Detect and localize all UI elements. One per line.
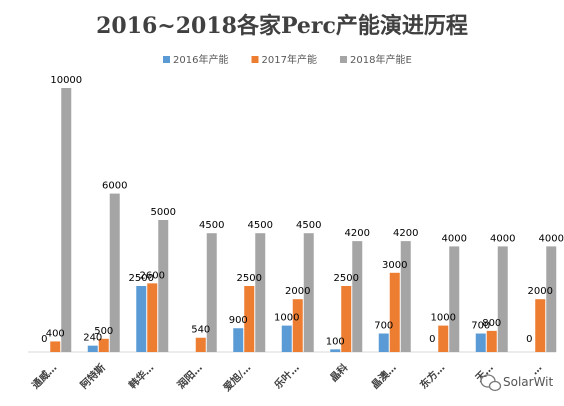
bar-1-0 xyxy=(50,341,61,352)
data-label-2-10: 4000 xyxy=(539,233,564,244)
legend-swatch-1 xyxy=(251,56,259,63)
data-label-1-9: 800 xyxy=(482,318,501,329)
data-label-2-8: 4000 xyxy=(442,233,467,244)
legend-swatch-0 xyxy=(163,56,170,63)
data-label-2-2: 5000 xyxy=(151,207,176,218)
data-label-1-10: 2000 xyxy=(528,286,553,297)
data-label-2-9: 4000 xyxy=(490,233,515,244)
wechat-icon xyxy=(480,374,502,392)
bar-0-2 xyxy=(136,286,147,352)
legend-label-2: 2018年产能E xyxy=(350,53,412,66)
legend-swatch-2 xyxy=(340,56,347,63)
data-label-2-4: 4500 xyxy=(248,220,273,231)
data-label-2-5: 4500 xyxy=(296,220,321,231)
data-label-0-5: 1000 xyxy=(274,313,299,324)
bar-0-5 xyxy=(281,325,292,352)
bar-2-4 xyxy=(255,233,266,352)
watermark-text: SolarWit xyxy=(503,375,554,389)
data-label-2-3: 4500 xyxy=(199,220,224,231)
category-label-2: 韩华… xyxy=(126,361,156,391)
category-labels: 通威… 阿特斯 韩华… 润阳… 爱旭/… 乐叶… 晶科 晶澳… 东方… 天…… xyxy=(29,361,544,394)
category-label-4: 爱旭/… xyxy=(220,361,253,394)
bar-0-7 xyxy=(378,333,389,352)
bar-1-8 xyxy=(438,325,449,352)
data-label-2-0: 10000 xyxy=(50,75,82,86)
data-label-0-9: 700 xyxy=(471,321,490,332)
category-label-9: 天… xyxy=(473,362,496,385)
bar-1-5 xyxy=(292,299,303,352)
bar-2-3 xyxy=(206,233,217,352)
bar-1-3 xyxy=(195,337,206,352)
data-label-1-4: 2500 xyxy=(237,273,262,284)
bar-0-1 xyxy=(87,345,98,352)
data-label-1-2: 2600 xyxy=(140,270,165,281)
bar-2-7 xyxy=(400,241,411,352)
bar-0-9 xyxy=(475,333,486,352)
category-label-8: 东方… xyxy=(417,361,447,391)
data-label-0-10: 0 xyxy=(526,334,532,345)
category-label-3: 润阳… xyxy=(174,361,204,391)
category-label-7: 晶澳… xyxy=(368,361,398,391)
bar-2-2 xyxy=(158,220,169,352)
data-label-2-6: 4200 xyxy=(345,228,370,239)
bar-1-6 xyxy=(341,286,352,352)
data-label-1-6: 2500 xyxy=(334,273,359,284)
data-label-1-0: 400 xyxy=(46,328,65,339)
bar-2-6 xyxy=(352,241,363,352)
bar-1-2 xyxy=(147,283,158,352)
bars xyxy=(50,88,557,352)
bar-2-9 xyxy=(497,246,508,352)
data-label-1-8: 1000 xyxy=(431,313,456,324)
data-label-2-1: 6000 xyxy=(102,181,127,192)
data-label-0-8: 0 xyxy=(429,334,435,345)
bar-2-10 xyxy=(546,246,557,352)
data-label-0-4: 900 xyxy=(229,315,248,326)
data-label-0-0: 0 xyxy=(41,334,47,345)
data-label-0-2: 2500 xyxy=(129,273,154,284)
category-label-6: 晶科 xyxy=(327,361,350,384)
bar-1-9 xyxy=(486,330,497,352)
bar-0-6 xyxy=(330,349,341,352)
data-label-0-1: 240 xyxy=(83,333,102,344)
legend-label-0: 2016年产能 xyxy=(173,53,228,66)
data-label-1-7: 3000 xyxy=(382,260,407,271)
category-label-5: 乐叶… xyxy=(271,361,301,391)
chart-title: 2016~2018各家Perc产能演进历程 xyxy=(96,13,468,39)
category-label-1: 阿特斯 xyxy=(77,361,107,391)
bar-1-10 xyxy=(535,299,546,352)
bar-2-0 xyxy=(61,88,72,352)
bar-1-1 xyxy=(98,338,109,352)
bar-1-4 xyxy=(244,286,255,352)
data-label-0-6: 100 xyxy=(326,336,345,347)
data-label-0-7: 700 xyxy=(374,321,393,332)
legend-label-1: 2017年产能 xyxy=(262,53,317,66)
watermark: SolarWit xyxy=(480,374,554,392)
data-label-1-3: 540 xyxy=(191,325,210,336)
data-label-2-7: 4200 xyxy=(393,228,418,239)
bar-1-7 xyxy=(389,272,400,352)
bar-2-8 xyxy=(449,246,460,352)
bar-2-1 xyxy=(109,193,120,352)
data-label-1-1: 500 xyxy=(94,326,113,337)
data-label-1-5: 2000 xyxy=(285,286,310,297)
bar-2-5 xyxy=(303,233,314,352)
bar-0-4 xyxy=(233,328,244,352)
category-label-0: 通威… xyxy=(29,361,59,391)
legend: 2016年产能 2017年产能 2018年产能E xyxy=(163,53,412,66)
data-labels: 0400100002405006000250026005000540450090… xyxy=(41,75,564,347)
